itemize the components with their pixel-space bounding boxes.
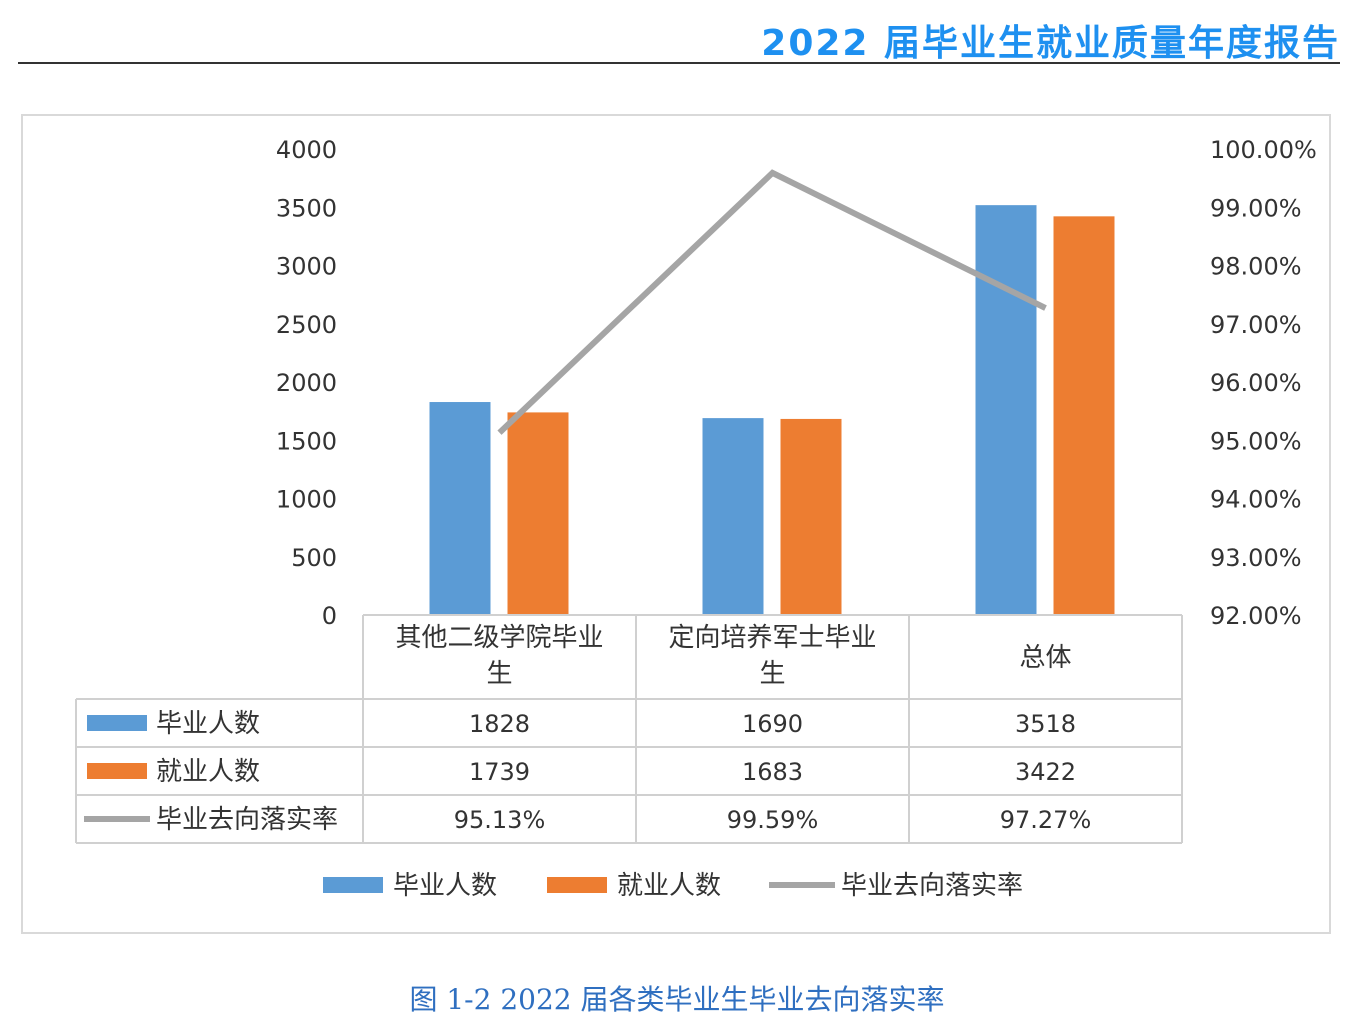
table-cell: 95.13% [454,806,546,834]
y-tick-label: 3000 [276,253,337,281]
y-tick-label: 1000 [276,486,337,514]
category-label: 定向培养军士毕业 [668,623,876,653]
table-series-name: 就业人数 [156,757,260,787]
legend-label: 毕业去向落实率 [841,871,1023,901]
legend-label: 毕业人数 [393,871,497,901]
y2-tick-label: 98.00% [1210,253,1302,281]
y-tick-label: 4000 [276,136,337,164]
y-tick-label: 1500 [276,427,337,455]
table-cell: 99.59% [727,806,819,834]
bar-employed [507,412,569,615]
bar-employed [1053,216,1115,615]
category-label: 生 [759,659,785,689]
report-title: 2022 届毕业生就业质量年度报告 [761,23,1340,64]
table-cell: 3518 [1015,710,1076,738]
table-cell: 1828 [469,710,530,738]
y2-tick-label: 94.00% [1210,486,1302,514]
table-cell: 1683 [742,758,803,786]
y2-tick-label: 92.00% [1210,602,1302,630]
table-cell: 1690 [742,710,803,738]
category-label: 其他二级学院毕业 [395,623,603,653]
table-cell: 3422 [1015,758,1076,786]
category-label: 生 [486,659,512,689]
bar-graduates [702,418,764,615]
table-legend-key [87,715,147,731]
table-series-name: 毕业人数 [156,709,260,739]
legend-key [547,877,607,893]
y2-tick-label: 96.00% [1210,369,1302,397]
bar-graduates [975,205,1037,615]
y2-tick-label: 95.00% [1210,427,1302,455]
y-tick-label: 500 [291,544,337,572]
y2-tick-label: 97.00% [1210,311,1302,339]
y-tick-label: 3500 [276,194,337,222]
table-legend-key [87,763,147,779]
y2-tick-label: 93.00% [1210,544,1302,572]
y-tick-label: 2000 [276,369,337,397]
figure-caption: 图 1-2 2022 届各类毕业生毕业去向落实率 [409,983,945,1016]
y2-tick-label: 100.00% [1210,136,1317,164]
bar-employed [780,418,842,615]
line-placement-rate [497,169,1047,435]
table-cell: 1739 [469,758,530,786]
y-tick-label: 0 [322,602,337,630]
category-label: 总体 [1019,643,1071,673]
header-divider [18,62,1340,64]
legend-label: 就业人数 [617,871,721,901]
y-tick-label: 2500 [276,311,337,339]
y2-tick-label: 99.00% [1210,194,1302,222]
legend-key [323,877,383,893]
table-series-name: 毕业去向落实率 [156,805,338,835]
bar-graduates [429,402,491,615]
table-cell: 97.27% [1000,806,1092,834]
